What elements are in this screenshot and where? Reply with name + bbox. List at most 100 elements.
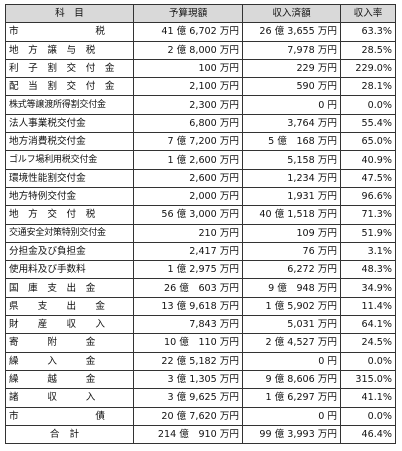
row-rate: 71.3% — [340, 205, 396, 225]
table-row: 市 税 41 億 6,702 万円 26 億 3,655 万円 63.3% — [5, 22, 396, 42]
table-row: 交通安全対策特別交付金 210 万円 109 万円 51.9% — [5, 223, 396, 243]
row-rate: 229.0% — [340, 58, 396, 79]
table-row: 配 当 割 交 付 金 2,100 万円 590 万円 28.1% — [5, 77, 396, 97]
table-row: 分担金及び負担金 2,417 万円 76 万円 3.1% — [5, 241, 396, 262]
row-item: 地 方 譲 与 税 — [5, 40, 134, 60]
row-budget: 210 万円 — [133, 223, 243, 243]
row-rate: 0.0% — [340, 351, 396, 371]
row-received: 1,234 万円 — [242, 168, 341, 188]
total-row: 合計 214 億 910 万円 99 億 3,993 万円 46.4% — [5, 424, 396, 445]
table-row: 繰 入 金 22 億 5,182 万円 0 円 0.0% — [5, 351, 396, 371]
row-item: 寄 附 金 — [5, 333, 134, 353]
row-rate: 3.1% — [340, 241, 396, 262]
total-label: 合計 — [5, 424, 134, 445]
row-item: 法人事業税交付金 — [5, 113, 134, 134]
row-budget: 2,600 万円 — [133, 168, 243, 188]
row-received: 3,764 万円 — [242, 113, 341, 134]
row-item: 地 方 交 付 税 — [5, 205, 134, 225]
row-budget: 2,100 万円 — [133, 77, 243, 97]
row-item: ゴルフ場利用税交付金 — [5, 150, 134, 170]
row-received: 0 円 — [242, 351, 341, 371]
row-budget: 1 億 2,600 万円 — [133, 150, 243, 170]
row-item: 利 子 割 交 付 金 — [5, 58, 134, 79]
row-budget: 2,000 万円 — [133, 186, 243, 207]
row-item: 交通安全対策特別交付金 — [5, 223, 134, 243]
row-item: 使用料及び手数料 — [5, 260, 134, 280]
row-received: 1 億 6,297 万円 — [242, 388, 341, 408]
table-row: 法人事業税交付金 6,800 万円 3,764 万円 55.4% — [5, 113, 396, 134]
row-budget: 2,417 万円 — [133, 241, 243, 262]
row-item: 諸 収 入 — [5, 388, 134, 408]
revenue-table: 科 目 予算現額 収入済額 収入率 市 税 41 億 6,702 万円 26 億 3… — [5, 3, 396, 445]
row-budget: 26 億 603 万円 — [133, 278, 243, 298]
row-received: 5,158 万円 — [242, 150, 341, 170]
table-row: 使用料及び手数料 1 億 2,975 万円 6,272 万円 48.3% — [5, 260, 396, 280]
row-budget: 13 億 9,618 万円 — [133, 296, 243, 317]
row-received: 2 億 4,527 万円 — [242, 333, 341, 353]
table-row: 環境性能割交付金 2,600 万円 1,234 万円 47.5% — [5, 168, 396, 188]
row-received: 0 円 — [242, 95, 341, 115]
row-received: 1 億 5,902 万円 — [242, 296, 341, 317]
table-row: 市 債 20 億 7,620 万円 0 円 0.0% — [5, 406, 396, 426]
row-budget: 2,300 万円 — [133, 95, 243, 115]
table-row: 地方特例交付金 2,000 万円 1,931 万円 96.6% — [5, 186, 396, 207]
row-item: 市 債 — [5, 406, 134, 426]
table-row: 財 産 収 入 7,843 万円 5,031 万円 64.1% — [5, 315, 396, 335]
row-budget: 7,843 万円 — [133, 315, 243, 335]
row-budget: 2 億 8,000 万円 — [133, 40, 243, 60]
revenue-table-container: 科 目 予算現額 収入済額 収入率 市 税 41 億 6,702 万円 26 億 3… — [5, 3, 396, 445]
table-row: 寄 附 金 10 億 110 万円 2 億 4,527 万円 24.5% — [5, 333, 396, 353]
row-item: 配 当 割 交 付 金 — [5, 77, 134, 97]
row-item: 地方特例交付金 — [5, 186, 134, 207]
row-rate: 47.5% — [340, 168, 396, 188]
table-row: 国 庫 支 出 金 26 億 603 万円 9 億 948 万円 34.9% — [5, 278, 396, 298]
row-budget: 20 億 7,620 万円 — [133, 406, 243, 426]
row-item: 分担金及び負担金 — [5, 241, 134, 262]
table-row: 利 子 割 交 付 金 100 万円 229 万円 229.0% — [5, 58, 396, 79]
row-rate: 41.1% — [340, 388, 396, 408]
row-received: 229 万円 — [242, 58, 341, 79]
header-rate: 収入率 — [340, 3, 396, 24]
row-item: 環境性能割交付金 — [5, 168, 134, 188]
row-item: 市 税 — [5, 22, 134, 42]
header-received: 収入済額 — [242, 3, 341, 24]
row-rate: 96.6% — [340, 186, 396, 207]
row-received: 26 億 3,655 万円 — [242, 22, 341, 42]
row-budget: 1 億 2,975 万円 — [133, 260, 243, 280]
header-item: 科 目 — [5, 3, 134, 24]
row-budget: 3 億 1,305 万円 — [133, 369, 243, 390]
row-received: 9 億 8,606 万円 — [242, 369, 341, 390]
row-budget: 22 億 5,182 万円 — [133, 351, 243, 371]
row-received: 0 円 — [242, 406, 341, 426]
row-rate: 24.5% — [340, 333, 396, 353]
row-item: 繰 入 金 — [5, 351, 134, 371]
row-rate: 48.3% — [340, 260, 396, 280]
row-budget: 56 億 3,000 万円 — [133, 205, 243, 225]
total-received: 99 億 3,993 万円 — [242, 424, 341, 445]
table-row: 県 支 出 金 13 億 9,618 万円 1 億 5,902 万円 11.4% — [5, 296, 396, 317]
row-received: 590 万円 — [242, 77, 341, 97]
row-item: 国 庫 支 出 金 — [5, 278, 134, 298]
row-received: 1,931 万円 — [242, 186, 341, 207]
row-rate: 0.0% — [340, 95, 396, 115]
row-rate: 40.9% — [340, 150, 396, 170]
header-budget: 予算現額 — [133, 3, 243, 24]
row-received: 5 億 168 万円 — [242, 132, 341, 152]
row-received: 7,978 万円 — [242, 40, 341, 60]
row-budget: 7 億 7,200 万円 — [133, 132, 243, 152]
total-budget: 214 億 910 万円 — [133, 424, 243, 445]
total-rate: 46.4% — [340, 424, 396, 445]
row-rate: 28.1% — [340, 77, 396, 97]
table-row: 地 方 交 付 税 56 億 3,000 万円 40 億 1,518 万円 71.3% — [5, 205, 396, 225]
row-rate: 0.0% — [340, 406, 396, 426]
row-item: 地方消費税交付金 — [5, 132, 134, 152]
table-row: ゴルフ場利用税交付金 1 億 2,600 万円 5,158 万円 40.9% — [5, 150, 396, 170]
row-rate: 55.4% — [340, 113, 396, 134]
row-budget: 100 万円 — [133, 58, 243, 79]
row-received: 40 億 1,518 万円 — [242, 205, 341, 225]
row-item: 繰 越 金 — [5, 369, 134, 390]
table-row: 地方消費税交付金 7 億 7,200 万円 5 億 168 万円 65.0% — [5, 132, 396, 152]
